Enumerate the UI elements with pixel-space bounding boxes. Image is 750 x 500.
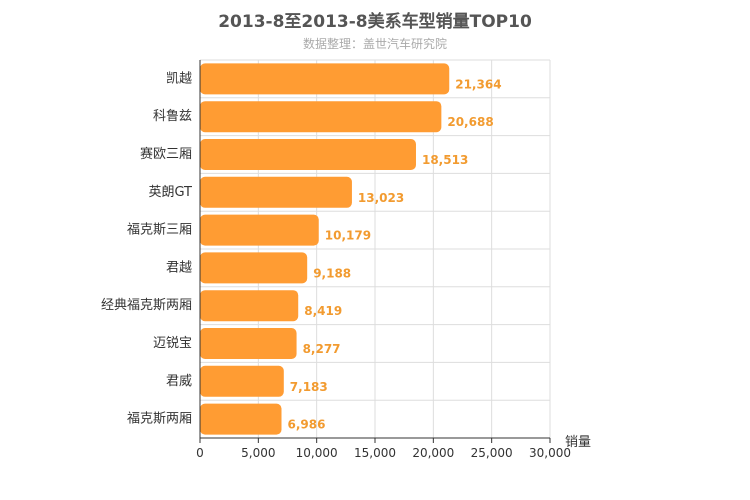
category-label: 赛欧三厢 (140, 146, 192, 162)
category-label: 经典福克斯两厢 (101, 298, 192, 313)
data-label: 6,986 (288, 418, 326, 432)
data-label: 7,183 (290, 380, 328, 394)
bar (200, 139, 416, 170)
data-label: 9,188 (313, 266, 351, 280)
category-label: 福克斯三厢 (127, 223, 192, 238)
data-label: 8,419 (304, 304, 342, 318)
bar (200, 176, 352, 208)
bar (200, 328, 297, 359)
category-label: 福克斯两厢 (127, 412, 192, 427)
bar (200, 63, 450, 95)
x-tick-label: 0 (196, 446, 204, 460)
x-tick-label: 25,000 (471, 446, 513, 460)
data-label: 8,277 (303, 342, 341, 356)
bar (200, 365, 284, 397)
bar (200, 252, 308, 284)
category-label: 英朗GT (148, 185, 192, 200)
bar (200, 403, 282, 435)
x-tick-label: 15,000 (354, 446, 396, 460)
category-label: 迈锐宝 (153, 336, 192, 351)
bar (200, 101, 442, 133)
x-axis-title: 销量 (565, 435, 591, 450)
category-label: 君威 (166, 374, 192, 389)
chart-subtitle: 数据整理：盖世汽车研究院 (302, 37, 447, 51)
data-label: 18,513 (422, 153, 468, 167)
data-label: 10,179 (325, 229, 371, 243)
bar (200, 214, 319, 246)
category-label: 君越 (166, 260, 192, 275)
x-tick-label: 5,000 (241, 446, 275, 460)
x-tick-label: 20,000 (412, 446, 454, 460)
data-label: 13,023 (358, 191, 404, 205)
bar (200, 290, 299, 322)
data-label: 21,364 (455, 77, 501, 91)
chart-title: 2013-8至2013-8美系车型销量TOP10 (218, 12, 532, 32)
category-label: 凯越 (166, 71, 192, 86)
x-tick-label: 30,000 (529, 446, 571, 460)
data-label: 20,688 (447, 115, 493, 129)
category-label: 科鲁兹 (153, 109, 192, 124)
x-tick-label: 10,000 (296, 446, 338, 460)
